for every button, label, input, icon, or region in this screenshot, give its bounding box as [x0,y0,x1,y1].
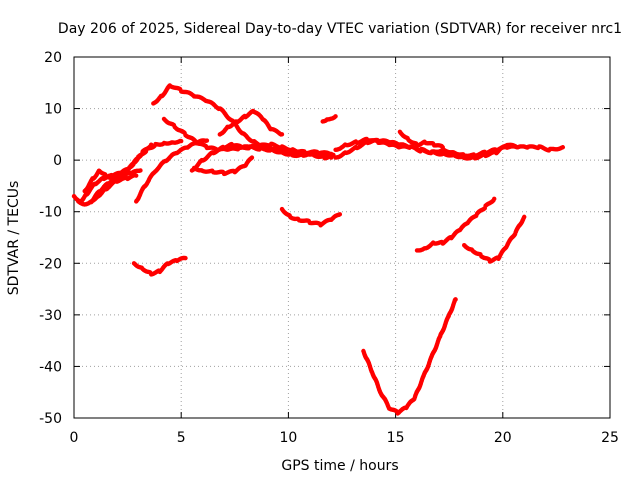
y-tick-label: 0 [53,153,62,169]
data-point [560,145,566,150]
x-tick-label: 0 [70,430,79,446]
series-track-s [462,214,527,264]
data-point [148,142,154,147]
data-point [337,212,343,217]
y-tick-label: -50 [39,411,62,427]
x-tick-label: 25 [601,430,619,446]
data-point [440,145,445,150]
series-track-n [333,137,521,161]
series-track-l [320,114,338,124]
x-tick-label: 10 [279,430,297,446]
data-points [71,83,566,416]
data-point [249,155,255,160]
x-tick-label: 5 [177,430,186,446]
data-point [204,138,210,143]
series-track-o [397,129,445,150]
series-track-f [131,255,188,277]
plot-frame [73,56,611,419]
data-point [515,145,521,150]
series-track-e [134,138,210,204]
data-point [492,196,497,202]
data-point [453,297,458,302]
data-point [179,138,184,144]
y-axis-label: SDTVAR / TECUs [6,181,22,296]
series-track-k [217,108,285,137]
grid-lines [74,57,610,418]
x-tick-label: 20 [494,430,512,446]
x-tick-label: 15 [387,430,405,446]
data-point [279,132,285,137]
y-tick-label: -20 [39,256,62,272]
series-track-p [279,206,343,228]
data-point [138,168,143,173]
y-tick-label: -10 [39,205,62,221]
series-track-j [191,155,255,177]
y-tick-label: 20 [44,50,62,66]
series-track-q [361,297,458,416]
data-point [333,114,338,119]
y-tick-label: -30 [39,308,62,324]
y-tick-label: -40 [39,359,62,375]
series-track-d [89,172,139,204]
axis-ticks: 0 5 10 15 20 25 -50 -40 -30 -20 -10 0 10 20 [39,50,619,446]
y-tick-label: 10 [44,102,62,118]
chart-title: Day 206 of 2025, Sidereal Day-to-day VTE… [58,21,622,37]
data-point [183,255,188,261]
series-track-r [414,196,497,253]
x-axis-label: GPS time / hours [281,458,398,474]
data-point [522,214,527,220]
data-point [133,173,139,178]
